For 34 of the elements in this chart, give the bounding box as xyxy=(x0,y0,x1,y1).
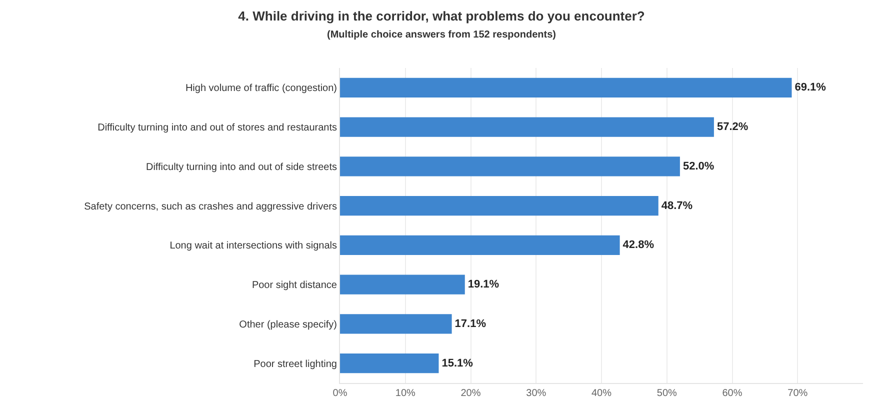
x-tick-label: 60% xyxy=(722,388,742,399)
x-tick-label: 20% xyxy=(460,388,481,399)
data-label: 42.8% xyxy=(622,239,654,252)
x-tick-label: 70% xyxy=(788,388,808,399)
y-tick-label: Poor street lighting xyxy=(254,358,337,370)
bar xyxy=(340,78,792,98)
y-tick-label: Other (please specify) xyxy=(239,319,337,330)
y-tick-label: Poor sight distance xyxy=(252,280,338,292)
data-label: 48.7% xyxy=(661,200,693,212)
x-tick-label: 10% xyxy=(395,388,416,399)
y-tick-label: High volume of traffic (congestion) xyxy=(185,83,337,94)
x-tick-label: 50% xyxy=(656,388,677,399)
data-label: 57.2% xyxy=(716,121,748,134)
x-tick-label: 40% xyxy=(591,388,612,399)
bar xyxy=(340,314,452,334)
bar xyxy=(340,353,439,374)
bar xyxy=(340,117,714,137)
bar xyxy=(340,274,465,294)
bar xyxy=(340,235,620,256)
bar xyxy=(340,196,658,216)
x-tick-label: 0% xyxy=(332,388,348,399)
x-tick-label: 30% xyxy=(526,388,546,399)
data-label: 19.1% xyxy=(468,278,500,291)
y-tick-label: Difficulty turning into and out of stores and restaurants xyxy=(98,122,337,134)
chart-title: 4. While driving in the corridor, what problems do you encounter? xyxy=(238,8,645,24)
bar xyxy=(340,156,680,176)
y-tick-label: Difficulty turning into and out of side streets xyxy=(146,162,337,173)
data-label: 69.1% xyxy=(794,82,826,94)
y-tick-label: Long wait at intersections with signals xyxy=(170,240,337,252)
y-tick-label: Safety concerns, such as crashes and aggressive drivers xyxy=(84,201,337,212)
data-label: 15.1% xyxy=(442,357,474,370)
chart-subtitle: (Multiple choice answers from 152 respondents) xyxy=(327,30,556,41)
data-label: 52.0% xyxy=(682,160,714,172)
data-label: 17.1% xyxy=(454,318,486,330)
